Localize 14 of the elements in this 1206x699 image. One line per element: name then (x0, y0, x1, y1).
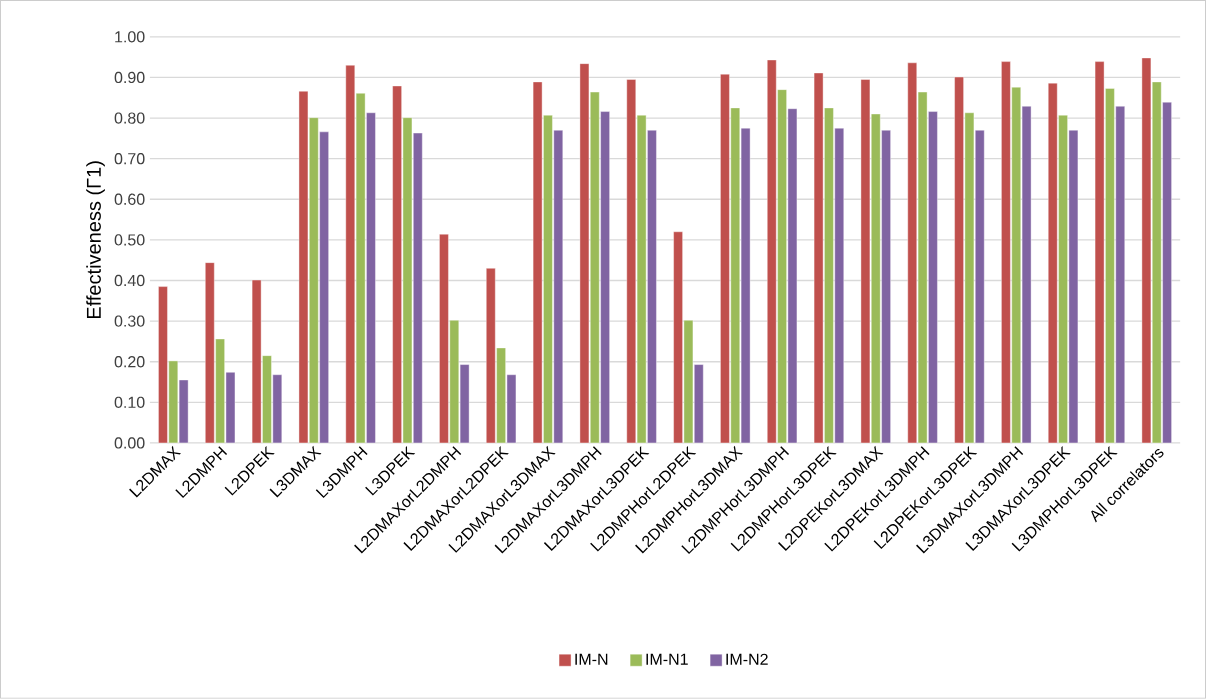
y-axis-title: Effectiveness (Γ1) (86, 161, 105, 319)
y-tick-label: 0.20 (114, 356, 145, 368)
y-tick-label: 0.50 (114, 234, 145, 246)
y-tick-label: 0.40 (114, 274, 145, 287)
y-tick-label: 0.70 (114, 153, 145, 165)
y-tick-label: 1.00 (115, 31, 145, 43)
legend-label: IM-N2 (726, 653, 768, 665)
y-tick-label: 0.60 (114, 193, 145, 206)
y-tick-label: 0.10 (114, 396, 145, 409)
legend-label: IM-N1 (646, 653, 688, 665)
y-tick-label: 0.80 (114, 112, 145, 124)
y-tick-label: 0.30 (114, 315, 145, 327)
y-tick-label: 0.90 (114, 71, 145, 84)
legend-label: IM-N (575, 653, 608, 665)
